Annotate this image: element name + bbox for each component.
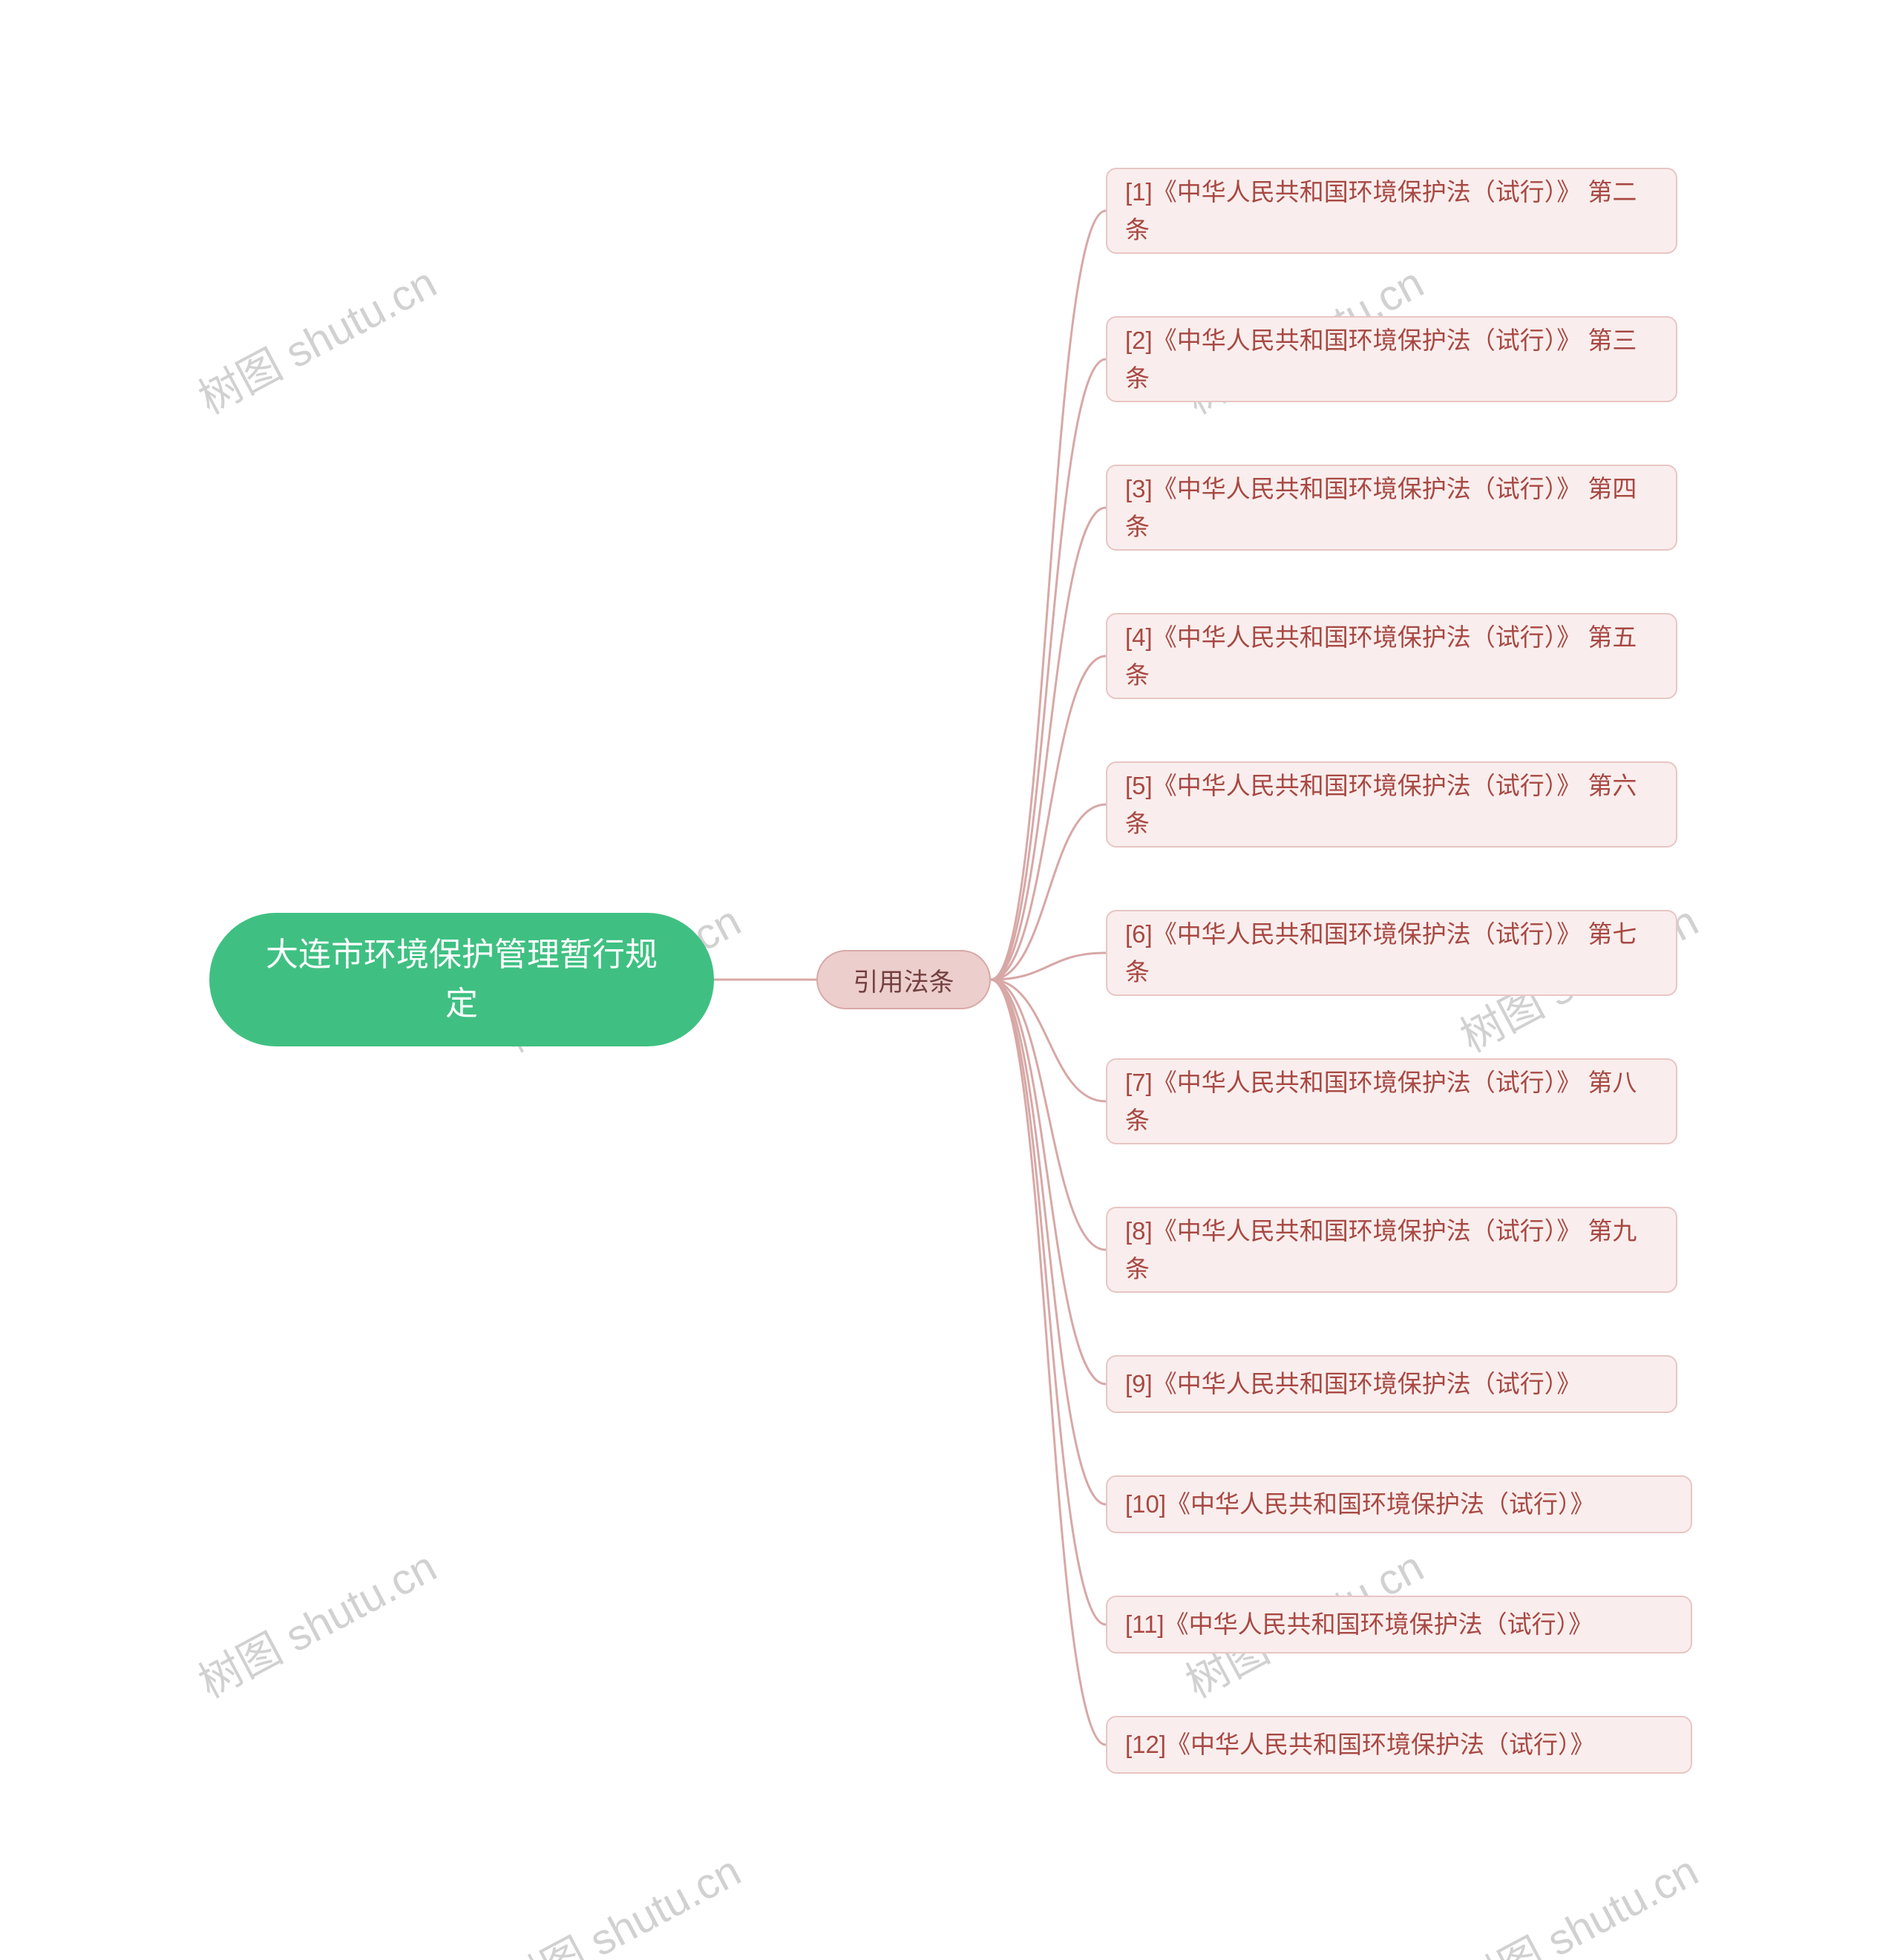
leaf-label: [9]《中华人民共和国环境保护法（试行）》 bbox=[1125, 1365, 1658, 1403]
leaf-label: [3]《中华人民共和国环境保护法（试行）》 第四条 bbox=[1125, 470, 1658, 545]
edge bbox=[991, 980, 1106, 1745]
leaf-label: [6]《中华人民共和国环境保护法（试行）》 第七条 bbox=[1125, 915, 1658, 991]
mindmap-canvas: 树图 shutu.cn树图 shutu.cn树图 shutu.cn树图 shut… bbox=[0, 0, 1900, 1960]
leaf-label: [5]《中华人民共和国环境保护法（试行）》 第六条 bbox=[1125, 767, 1658, 842]
leaf-node[interactable]: [9]《中华人民共和国环境保护法（试行）》 bbox=[1106, 1355, 1677, 1413]
leaf-label: [4]《中华人民共和国环境保护法（试行）》 第五条 bbox=[1125, 618, 1658, 694]
leaf-label: [8]《中华人民共和国环境保护法（试行）》 第九条 bbox=[1125, 1212, 1658, 1288]
leaf-node[interactable]: [6]《中华人民共和国环境保护法（试行）》 第七条 bbox=[1106, 910, 1677, 996]
leaf-node[interactable]: [11]《中华人民共和国环境保护法（试行）》 bbox=[1106, 1596, 1692, 1653]
sub-label: 引用法条 bbox=[854, 962, 954, 998]
leaf-node[interactable]: [10]《中华人民共和国环境保护法（试行）》 bbox=[1106, 1475, 1692, 1533]
leaf-label: [10]《中华人民共和国环境保护法（试行）》 bbox=[1125, 1485, 1673, 1523]
leaf-label: [12]《中华人民共和国环境保护法（试行）》 bbox=[1125, 1725, 1673, 1763]
leaf-node[interactable]: [12]《中华人民共和国环境保护法（试行）》 bbox=[1106, 1716, 1692, 1774]
leaf-node[interactable]: [3]《中华人民共和国环境保护法（试行）》 第四条 bbox=[1106, 465, 1677, 551]
edge bbox=[991, 656, 1106, 980]
edge bbox=[991, 359, 1106, 980]
leaf-node[interactable]: [7]《中华人民共和国环境保护法（试行）》 第八条 bbox=[1106, 1058, 1677, 1144]
leaf-node[interactable]: [5]《中华人民共和国环境保护法（试行）》 第六条 bbox=[1106, 761, 1677, 848]
edge bbox=[991, 980, 1106, 1625]
edge bbox=[991, 980, 1106, 1504]
root-node[interactable]: 大连市环境保护管理暂行规定 bbox=[209, 913, 714, 1046]
root-label: 大连市环境保护管理暂行规定 bbox=[254, 931, 669, 1029]
leaf-label: [11]《中华人民共和国环境保护法（试行）》 bbox=[1125, 1605, 1673, 1643]
edge bbox=[991, 211, 1106, 980]
leaf-node[interactable]: [8]《中华人民共和国环境保护法（试行）》 第九条 bbox=[1106, 1207, 1677, 1293]
leaf-node[interactable]: [2]《中华人民共和国环境保护法（试行）》 第三条 bbox=[1106, 316, 1677, 402]
leaf-label: [7]《中华人民共和国环境保护法（试行）》 第八条 bbox=[1125, 1063, 1658, 1139]
leaf-label: [2]《中华人民共和国环境保护法（试行）》 第三条 bbox=[1125, 321, 1658, 397]
sub-node[interactable]: 引用法条 bbox=[816, 950, 991, 1009]
edge bbox=[991, 980, 1106, 1250]
leaf-label: [1]《中华人民共和国环境保护法（试行）》 第二条 bbox=[1125, 173, 1658, 249]
leaf-node[interactable]: [1]《中华人民共和国环境保护法（试行）》 第二条 bbox=[1106, 168, 1677, 254]
leaf-node[interactable]: [4]《中华人民共和国环境保护法（试行）》 第五条 bbox=[1106, 613, 1677, 699]
edge bbox=[991, 508, 1106, 980]
